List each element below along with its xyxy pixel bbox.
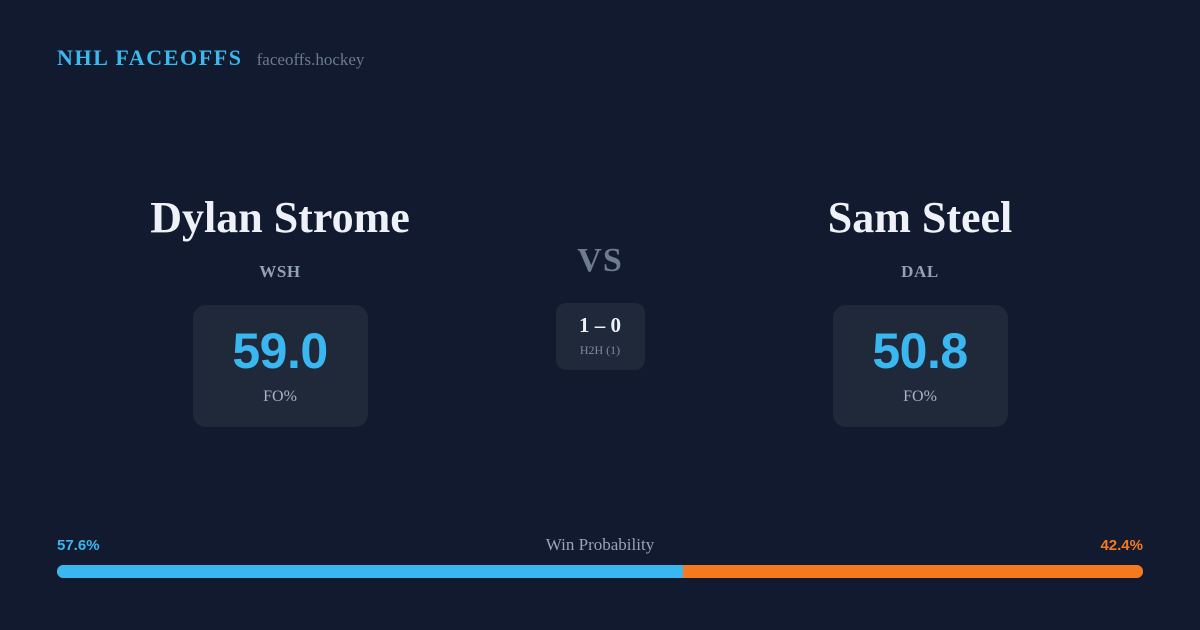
- player-card-home: Dylan Strome WSH 59.0 FO%: [50, 196, 510, 427]
- brand-title: NHL FACEOFFS: [57, 45, 243, 70]
- stat-label-away: FO%: [903, 388, 937, 405]
- win-probability-title: Win Probability: [545, 535, 655, 554]
- player-name-away: Sam Steel: [827, 193, 1013, 242]
- versus-column: VS 1 – 0 H2H (1): [510, 196, 690, 370]
- win-probability-home-value: 57.6%: [57, 537, 100, 554]
- stat-label-home: FO%: [263, 388, 297, 405]
- stat-value-home: 59.0: [232, 323, 328, 379]
- player-name-home: Dylan Strome: [150, 193, 410, 242]
- head-to-head-label: H2H (1): [579, 343, 621, 357]
- stat-card-away: 50.8 FO%: [832, 305, 1008, 427]
- matchup-section: Dylan Strome WSH 59.0 FO% VS 1 – 0 H2H (…: [0, 196, 1200, 427]
- head-to-head-box: 1 – 0 H2H (1): [555, 303, 645, 370]
- win-probability-bar-home: [57, 565, 683, 578]
- player-team-home: WSH: [259, 262, 301, 281]
- win-probability-labels: 57.6% Win Probability 42.4%: [57, 535, 1143, 555]
- site-header: NHL FACEOFFS faceoffs.hockey: [57, 45, 364, 71]
- stat-card-home: 59.0 FO%: [192, 305, 368, 427]
- head-to-head-score: 1 – 0: [579, 313, 621, 337]
- stat-value-away: 50.8: [872, 323, 968, 379]
- win-probability-bar: [57, 565, 1143, 578]
- brand-domain: faceoffs.hockey: [256, 50, 365, 69]
- player-team-away: DAL: [901, 262, 939, 281]
- versus-label: VS: [577, 242, 623, 279]
- win-probability-section: 57.6% Win Probability 42.4%: [57, 535, 1143, 578]
- win-probability-away-value: 42.4%: [1100, 537, 1143, 554]
- player-card-away: Sam Steel DAL 50.8 FO%: [690, 196, 1150, 427]
- win-probability-bar-away: [682, 565, 1143, 578]
